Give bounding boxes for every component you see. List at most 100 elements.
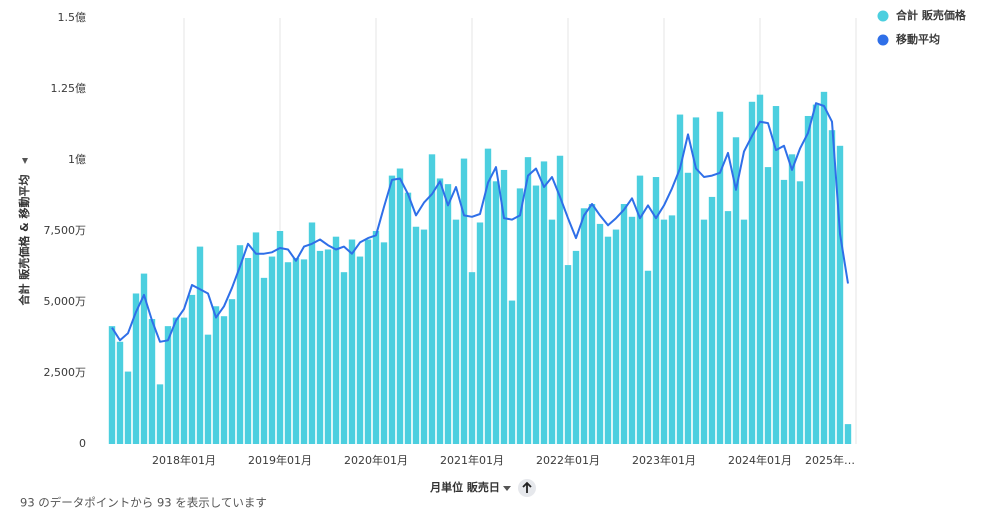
bar [628,216,636,444]
bar [524,157,532,444]
bar [492,181,500,445]
bar [804,115,812,444]
bar [204,334,212,444]
legend-marker [877,10,889,22]
y-axis-dropdown[interactable] [22,158,28,164]
bar [116,341,124,444]
bar [404,192,412,444]
bar [420,229,428,444]
x-axis-title: 月単位 販売日 [429,480,500,494]
bar [140,273,148,444]
x-axis-dropdown[interactable] [503,486,511,491]
y-tick-label: 1.25億 [51,82,87,95]
bar [324,249,332,444]
bar [508,300,516,444]
bar [564,265,572,444]
bar [764,167,772,444]
bar [380,242,388,444]
bar [596,223,604,444]
bar [220,316,228,444]
bar [412,226,420,444]
bar [580,208,588,444]
bar [732,137,740,444]
y-tick-label: 1億 [68,153,86,166]
bar [132,293,140,444]
bar [740,219,748,444]
bar [436,178,444,444]
bar [844,424,852,444]
x-tick-label: 2018年01月 [152,453,216,467]
x-tick-label: 2019年01月 [248,453,312,467]
y-tick-label: 1.5億 [58,11,87,24]
bar [196,246,204,444]
bar [836,145,844,445]
bar [828,130,836,444]
bar [780,179,788,444]
legend-label: 移動平均 [896,32,940,46]
bar [340,272,348,444]
bar [548,219,556,444]
bar [444,184,452,444]
y-tick-label: 0 [79,437,86,450]
x-tick-label: 2021年01月 [440,453,504,467]
bar [636,175,644,444]
bar [532,185,540,444]
y-tick-label: 5,000万 [44,295,87,308]
bar [468,272,476,444]
bar [156,384,164,444]
bar [188,294,196,444]
bar [252,232,260,444]
bar [500,169,508,444]
x-tick-label: 2022年01月 [536,453,600,467]
bar [284,262,292,444]
footer-note: 93 のデータポイントから 93 を表示しています [20,496,267,510]
bar [708,196,716,444]
bar [428,154,436,444]
bar [364,239,372,444]
bar [796,181,804,445]
bar [668,215,676,444]
x-tick-label: 2024年01月 [728,453,792,467]
bar [812,104,820,445]
bar [292,257,300,444]
bar [660,219,668,444]
x-tick-label: 2025年… [805,453,855,467]
bar [356,256,364,444]
bar [108,326,116,444]
bar [388,175,396,444]
bar [772,106,780,444]
bar [276,231,284,444]
bar [572,250,580,444]
bar [620,204,628,444]
bar [164,326,172,444]
bar [820,91,828,444]
bar [516,188,524,444]
bar [228,299,236,444]
bar [556,155,564,445]
y-tick-label: 2,500万 [44,366,87,379]
bar [396,168,404,444]
bar [460,158,468,444]
sort-button[interactable] [518,479,536,497]
legend-marker [877,34,889,46]
bar [236,245,244,444]
bar [604,236,612,444]
bar [268,256,276,444]
bar [148,319,156,444]
bar [716,111,724,444]
x-tick-label: 2020年01月 [344,453,408,467]
bar [172,317,180,444]
bar [260,277,268,444]
bar [644,270,652,444]
bar [484,148,492,444]
bar [612,229,620,444]
y-axis-title: 合計 販売価格 & 移動平均 [17,174,31,305]
bar [372,231,380,444]
bar [316,250,324,444]
bar [332,236,340,444]
bar [124,371,132,444]
y-tick-label: 7,500万 [44,224,87,237]
bar [476,222,484,444]
bar [212,306,220,444]
